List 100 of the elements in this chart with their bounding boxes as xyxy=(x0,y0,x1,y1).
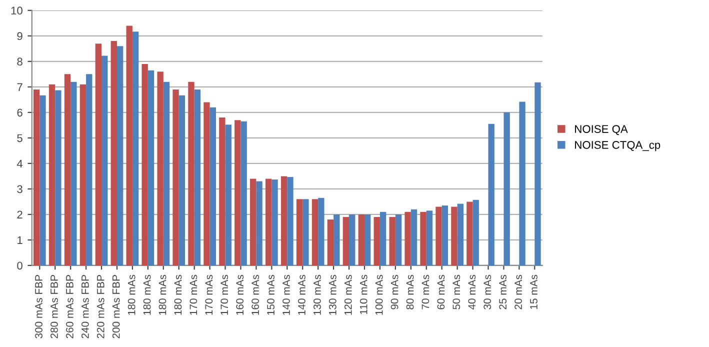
legend-label: NOISE QA xyxy=(575,125,628,135)
x-tick-label: 150 mAs xyxy=(267,274,274,315)
bar xyxy=(55,90,62,266)
x-tick-label: 220 mAs FBP xyxy=(96,275,104,338)
x-tick-label: 160 mAs xyxy=(252,274,260,315)
bar xyxy=(287,176,294,266)
x-tick-label: 110 mAs xyxy=(360,274,368,314)
bar xyxy=(374,216,380,266)
bar xyxy=(436,206,442,266)
bar xyxy=(250,178,256,266)
x-tick-label: 260 mAs FBP xyxy=(66,275,74,338)
bar xyxy=(342,216,350,266)
bar xyxy=(86,74,92,266)
bar xyxy=(188,82,194,266)
x-tick-label: 180 mAs xyxy=(158,274,166,315)
y-tick-label: 7 xyxy=(17,83,22,91)
bar xyxy=(504,112,510,266)
bar xyxy=(256,181,262,266)
bar xyxy=(334,214,340,266)
bar xyxy=(410,209,418,266)
bar xyxy=(163,82,170,266)
y-tick-label: 10 xyxy=(11,6,22,15)
bar xyxy=(157,72,164,266)
y-tick-label: 3 xyxy=(17,185,22,194)
bar xyxy=(457,204,464,266)
x-tick-label: 240 mAs FBP xyxy=(81,275,89,338)
bar xyxy=(488,124,494,266)
y-tick-label: 8 xyxy=(17,58,22,66)
x-tick-label: 200 mAs FBP xyxy=(112,275,120,338)
bar xyxy=(132,32,139,266)
bar xyxy=(33,89,40,266)
bar xyxy=(210,107,216,266)
bar xyxy=(110,41,117,266)
x-tick-label: 90 mAs xyxy=(390,274,398,310)
bar xyxy=(204,102,210,266)
bar xyxy=(327,220,334,266)
bar xyxy=(349,214,356,266)
x-tick-label: 70 mAs xyxy=(422,274,430,310)
bar xyxy=(519,102,526,266)
bar xyxy=(451,206,458,266)
x-tick-label: 140 mAs xyxy=(298,274,306,315)
x-tick-label: 15 mAs xyxy=(530,274,538,309)
bar xyxy=(172,89,179,266)
x-tick-label: 50 mAs xyxy=(452,274,460,310)
x-tick-label: 80 mAs xyxy=(406,274,414,310)
x-tick-label: 160 mAs xyxy=(236,274,244,315)
bar xyxy=(442,206,448,266)
x-tick-label: 30 mAs xyxy=(484,274,492,310)
legend-label: NOISE CTQA_cp xyxy=(575,141,660,152)
x-tick-label: 180 mAs xyxy=(143,274,151,315)
x-tick-label: 300 mAs FBP xyxy=(35,275,42,338)
bar xyxy=(380,212,386,266)
bar xyxy=(148,70,154,266)
x-tick-label: 170 mAs xyxy=(220,274,228,315)
x-tick-label: 25 mAs xyxy=(499,274,507,310)
bar xyxy=(40,95,46,266)
x-tick-label: 120 mAs xyxy=(344,274,352,315)
bar xyxy=(466,202,473,266)
bar xyxy=(48,84,56,266)
x-tick-label: 130 mAs xyxy=(328,274,336,315)
y-tick-label: 6 xyxy=(17,108,22,117)
bar xyxy=(272,180,278,266)
x-tick-label: 130 mAs xyxy=(314,274,321,315)
bar xyxy=(296,199,303,266)
x-tick-label: 170 mAs xyxy=(190,274,198,315)
bar xyxy=(225,124,232,266)
bar xyxy=(420,212,426,266)
bar xyxy=(312,199,318,266)
bar xyxy=(364,214,371,266)
bar xyxy=(395,214,402,266)
y-tick-label: 2 xyxy=(17,210,22,218)
bar xyxy=(265,178,272,266)
x-tick-label: 170 mAs xyxy=(205,274,213,315)
bar xyxy=(116,46,124,266)
bar xyxy=(178,95,186,266)
bar xyxy=(234,120,241,266)
bar xyxy=(70,82,77,266)
y-tick-label: 1 xyxy=(18,236,22,244)
bar xyxy=(240,121,247,266)
x-tick-label: 180 mAs xyxy=(174,274,182,315)
bar xyxy=(280,176,288,266)
bar xyxy=(95,44,102,266)
x-tick-label: 280 mAs FBP xyxy=(50,275,58,338)
bar xyxy=(404,212,411,266)
y-tick-label: 4 xyxy=(16,160,23,168)
x-tick-label: 140 mAs xyxy=(282,274,290,315)
y-tick-label: 9 xyxy=(17,32,22,40)
bar xyxy=(426,210,433,266)
bar xyxy=(142,64,148,266)
bar xyxy=(358,214,364,266)
bar xyxy=(219,118,226,266)
bar xyxy=(102,56,108,266)
y-tick-label: 0 xyxy=(17,262,22,270)
x-tick-label: 180 mAs xyxy=(128,274,136,315)
x-tick-label: 60 mAs xyxy=(437,274,445,310)
y-tick-label: 5 xyxy=(17,134,22,142)
bar xyxy=(389,216,396,266)
x-tick-label: 100 mAs xyxy=(375,274,383,315)
bar xyxy=(318,198,324,266)
bar xyxy=(80,84,86,266)
